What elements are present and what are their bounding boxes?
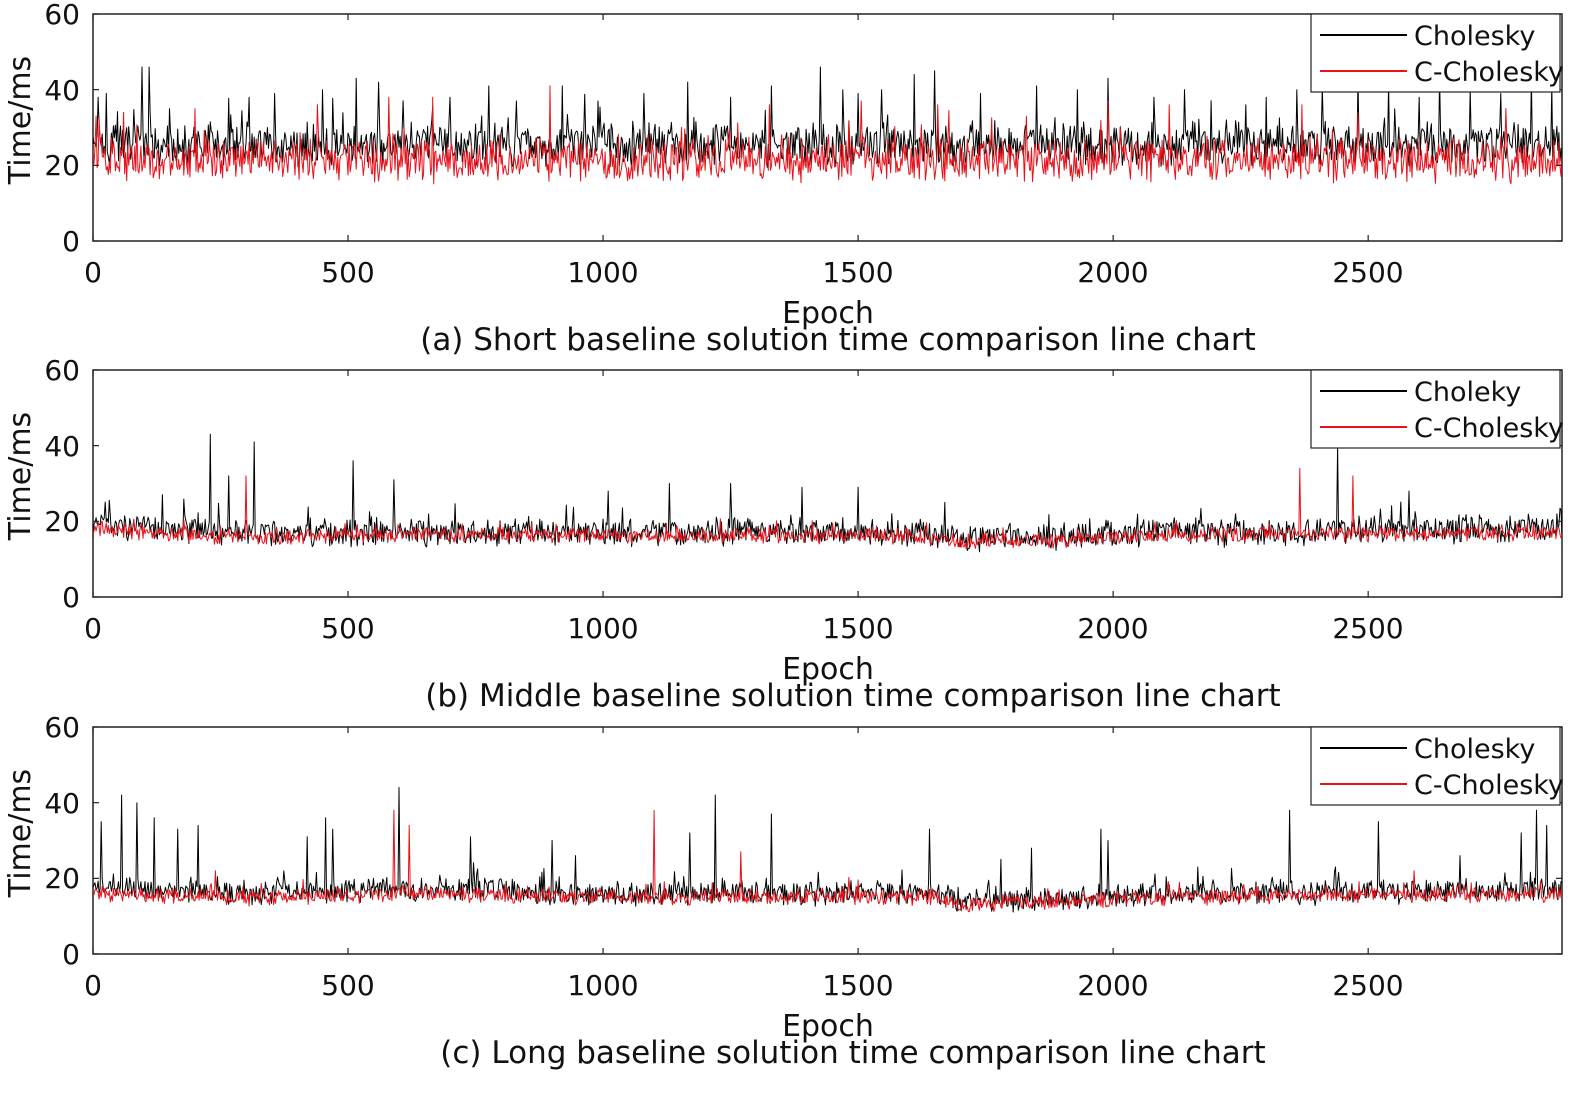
series-c-cholesky-line (93, 85, 1562, 185)
y-tick-label: 0 (62, 225, 80, 258)
series-cholesky-line (93, 787, 1562, 913)
x-tick-label: 500 (321, 612, 374, 645)
x-tick-label: 500 (321, 256, 374, 289)
y-tick-label: 60 (44, 711, 80, 744)
x-tick-label: 2500 (1332, 256, 1403, 289)
x-axis-label: Epoch (782, 296, 874, 331)
x-tick-label: 1000 (567, 969, 638, 1002)
chart-caption: (c) Long baseline solution time comparis… (440, 1035, 1265, 1071)
series-line-cholesky (93, 787, 1562, 913)
legend-box (1310, 369, 1561, 449)
y-axis-label: Time/ms (3, 769, 38, 898)
y-tick-label: 40 (44, 74, 80, 107)
legend-box (1310, 13, 1561, 93)
x-tick-label: 2000 (1077, 612, 1148, 645)
panel-b: 0 20 40 60 0 500 1000 1500 2000 2500 Tim… (3, 354, 1564, 714)
series-c-cholesky-line (93, 467, 1562, 550)
x-tick-label: 2000 (1077, 969, 1148, 1002)
y-tick-label: 20 (44, 149, 80, 182)
y-axis-label: Time/ms (3, 56, 38, 185)
x-ticks: 0 500 1000 1500 2000 2500 (84, 969, 1404, 1002)
legend: Choleky C-Cholesky (1310, 369, 1564, 449)
x-tick-label: 0 (84, 256, 102, 289)
chart-caption: (b) Middle baseline solution time compar… (425, 678, 1280, 714)
x-axis-label: Epoch (782, 652, 874, 687)
series-line-c-cholesky (93, 467, 1562, 550)
legend: Cholesky C-Cholesky (1310, 726, 1564, 806)
y-ticks: 0 20 40 60 (44, 0, 80, 258)
x-tick-label: 2000 (1077, 256, 1148, 289)
x-tick-label: 1500 (822, 969, 893, 1002)
legend-label-choleky: Choleky (1414, 377, 1521, 408)
y-tick-label: 60 (44, 354, 80, 387)
x-tick-label: 1000 (567, 612, 638, 645)
y-tick-label: 40 (44, 787, 80, 820)
legend-label-c-cholesky: C-Cholesky (1414, 770, 1564, 801)
series-line-cholesky (93, 66, 1562, 169)
x-tick-label: 1000 (567, 256, 638, 289)
series-line-c-cholesky (93, 809, 1562, 913)
legend: Cholesky C-Cholesky (1310, 13, 1564, 93)
y-tick-label: 20 (44, 505, 80, 538)
x-tick-label: 2500 (1332, 612, 1403, 645)
x-ticks: 0 500 1000 1500 2000 2500 (84, 256, 1404, 289)
y-axis-label: Time/ms (3, 412, 38, 541)
y-tick-label: 0 (62, 938, 80, 971)
x-ticks: 0 500 1000 1500 2000 2500 (84, 612, 1404, 645)
x-tick-label: 500 (321, 969, 374, 1002)
x-tick-label: 1500 (822, 612, 893, 645)
y-tick-label: 60 (44, 0, 80, 31)
series-line-c-cholesky (93, 85, 1562, 185)
x-axis-label: Epoch (782, 1009, 874, 1044)
legend-label-c-cholesky: C-Cholesky (1414, 413, 1564, 444)
x-tick-label: 0 (84, 969, 102, 1002)
legend-label-c-cholesky: C-Cholesky (1414, 57, 1564, 88)
legend-box (1310, 726, 1561, 806)
x-tick-label: 2500 (1332, 969, 1403, 1002)
series-c-cholesky-line (93, 809, 1562, 913)
panel-c: 0 20 40 60 0 500 1000 1500 2000 2500 Tim… (3, 711, 1564, 1071)
series-cholesky-line (93, 66, 1562, 169)
y-tick-label: 0 (62, 581, 80, 614)
y-ticks: 0 20 40 60 (44, 354, 80, 614)
legend-label-cholesky: Cholesky (1414, 734, 1535, 765)
y-ticks: 0 20 40 60 (44, 711, 80, 971)
x-tick-label: 1500 (822, 256, 893, 289)
x-tick-label: 0 (84, 612, 102, 645)
panel-a: 0 20 40 60 0 500 1000 1500 2000 2500 Tim… (3, 0, 1564, 358)
y-tick-label: 20 (44, 862, 80, 895)
legend-label-cholesky: Cholesky (1414, 21, 1535, 52)
chart-caption: (a) Short baseline solution time compari… (420, 322, 1256, 358)
y-tick-label: 40 (44, 430, 80, 463)
